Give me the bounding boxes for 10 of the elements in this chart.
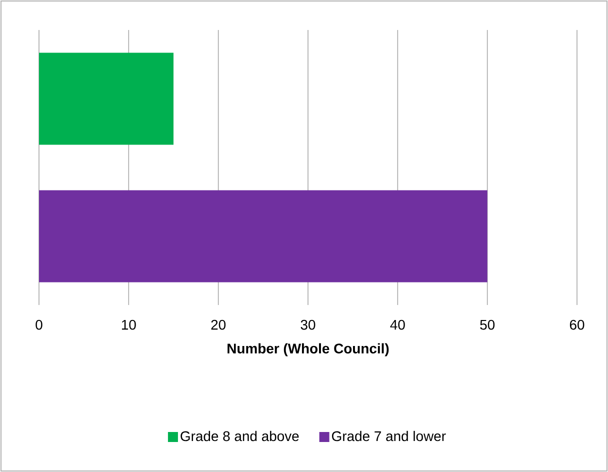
x-tick-label: 60 [570, 320, 584, 330]
x-tick-label: 50 [480, 320, 495, 330]
x-tick-label: 10 [122, 320, 136, 330]
x-tick-label: 40 [390, 320, 405, 330]
x-axis-title: Number (Whole Council) [228, 343, 389, 356]
x-tick-label: 0 [36, 320, 42, 330]
x-tick-label: 20 [211, 320, 226, 330]
legend-label: Grade 8 and above [180, 430, 299, 442]
legend-label: Grade 7 and lower [332, 430, 446, 442]
x-tick-label: 30 [300, 320, 316, 330]
